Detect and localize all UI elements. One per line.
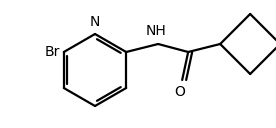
Text: N: N bbox=[90, 15, 100, 29]
Text: NH: NH bbox=[146, 24, 166, 38]
Text: Br: Br bbox=[44, 45, 60, 59]
Text: O: O bbox=[175, 85, 186, 99]
